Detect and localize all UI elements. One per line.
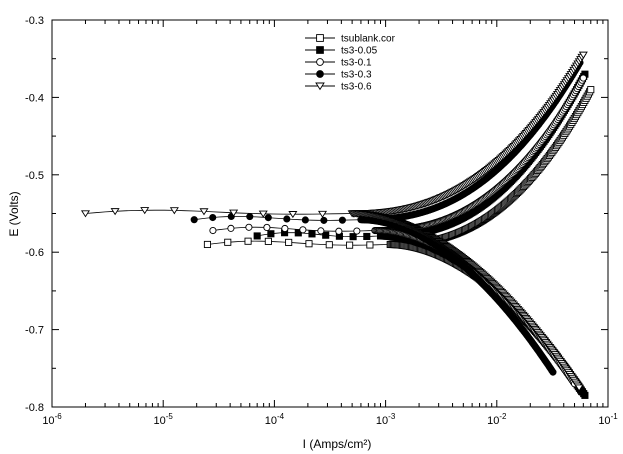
data-point xyxy=(209,213,217,222)
data-point xyxy=(587,86,595,94)
data-point xyxy=(335,227,343,235)
plot-area xyxy=(80,51,595,399)
data-point xyxy=(338,216,346,224)
data-point xyxy=(264,214,272,222)
data-point xyxy=(581,391,589,399)
data-point xyxy=(301,216,309,224)
data-point xyxy=(366,241,374,249)
legend-label: ts3-0.3 xyxy=(341,70,372,81)
legend-marker xyxy=(315,82,325,91)
data-point xyxy=(110,208,120,216)
legend-marker xyxy=(316,58,324,66)
axis-ticks xyxy=(51,19,609,408)
legend: tsublank.corts3-0.05ts3-0.1ts3-0.3ts3-0.… xyxy=(305,34,396,93)
data-point xyxy=(574,384,584,392)
x-tick-label: 10-3 xyxy=(376,412,396,427)
data-point xyxy=(325,241,333,249)
data-point xyxy=(308,230,316,238)
data-point xyxy=(299,226,307,234)
data-point xyxy=(169,207,179,215)
data-point xyxy=(549,368,557,376)
legend-marker xyxy=(316,34,324,42)
series-ts3-0-6 xyxy=(80,51,588,392)
y-tick-label: -0.6 xyxy=(25,247,44,259)
data-point xyxy=(281,224,289,233)
y-tick-label: -0.8 xyxy=(25,402,44,414)
series-line xyxy=(257,232,381,238)
data-point xyxy=(288,211,298,219)
legend-label: ts3-0.6 xyxy=(341,82,372,93)
data-point xyxy=(317,227,325,235)
data-point xyxy=(227,224,235,232)
data-point xyxy=(264,237,272,245)
data-point xyxy=(263,223,271,231)
x-tick-label: 10-1 xyxy=(598,412,618,427)
x-tick-label: 10-2 xyxy=(487,412,507,427)
y-tick-label: -0.4 xyxy=(25,92,44,104)
data-point xyxy=(353,227,361,235)
legend-label: tsublank.cor xyxy=(341,34,396,45)
data-point xyxy=(285,238,293,246)
data-point xyxy=(209,226,217,235)
x-tick-label: 10-4 xyxy=(265,412,285,427)
y-tick-label: -0.5 xyxy=(25,170,44,182)
series-line xyxy=(85,209,353,215)
x-tick-label: 10-5 xyxy=(154,412,174,427)
y-tick-label: -0.3 xyxy=(25,15,44,27)
data-point xyxy=(320,216,328,224)
data-point xyxy=(305,240,313,248)
legend-marker xyxy=(316,46,324,54)
data-point xyxy=(224,238,232,246)
legend-label: ts3-0.1 xyxy=(341,58,372,69)
data-point xyxy=(229,209,239,217)
series-line xyxy=(207,240,391,246)
y-axis-title: E (Volts) xyxy=(7,191,21,236)
data-point xyxy=(579,74,587,82)
y-tick-label: -0.7 xyxy=(25,325,44,337)
data-point xyxy=(578,51,588,59)
data-point xyxy=(349,233,357,241)
tick-labels: 10-6 10-5 10-4 10-3 10-2 10-1 -0.3 -0.4 -0.5 -0.6… xyxy=(25,15,618,427)
data-point xyxy=(199,208,209,216)
x-axis-title: I (Amps/cm²) xyxy=(303,437,372,451)
data-point xyxy=(190,216,198,224)
data-point xyxy=(203,240,212,249)
data-point xyxy=(244,237,252,245)
data-point xyxy=(80,210,90,218)
series-line xyxy=(194,215,361,221)
data-point xyxy=(283,215,291,223)
data-point xyxy=(140,207,150,215)
data-point xyxy=(246,213,254,221)
data-point xyxy=(322,231,330,239)
data-point xyxy=(253,232,261,240)
data-point xyxy=(346,241,354,249)
data-point xyxy=(317,210,328,218)
data-point xyxy=(245,223,253,231)
legend-label: ts3-0.05 xyxy=(341,46,378,57)
x-tick-label: 10-6 xyxy=(42,412,62,427)
series-line xyxy=(212,226,375,232)
data-point xyxy=(258,210,268,218)
data-point xyxy=(363,232,371,240)
data-point xyxy=(267,230,275,238)
legend-marker xyxy=(316,70,324,78)
